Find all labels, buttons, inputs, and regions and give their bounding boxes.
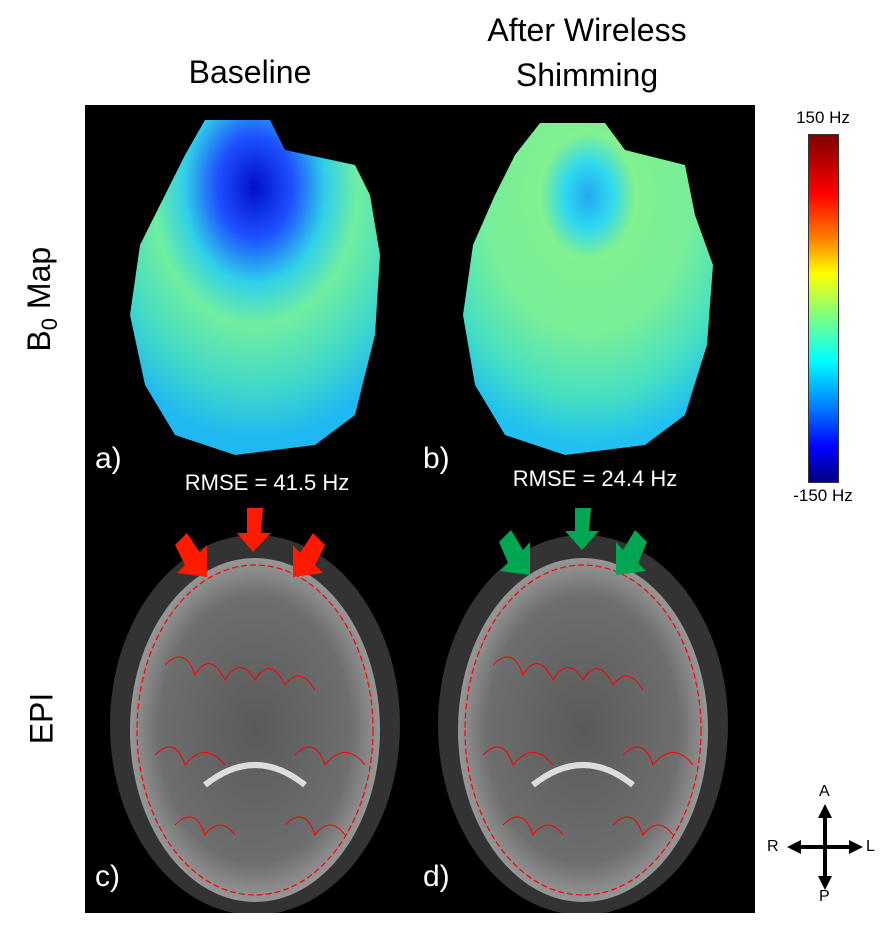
orientation-posterior: P: [819, 888, 830, 905]
colorbar-max-label: 150 Hz: [796, 108, 850, 127]
green-arrow-left: [499, 530, 530, 575]
column-header-after-line1: After Wireless: [487, 12, 687, 48]
epi-after: [438, 535, 728, 913]
b0-map-baseline: [130, 120, 380, 455]
orientation-anterior: A: [819, 783, 830, 800]
colorbar-min-label: -150 Hz: [793, 486, 853, 505]
panel-label-d: d): [423, 860, 450, 893]
panel-label-c: c): [95, 860, 120, 893]
orientation-right: R: [767, 838, 779, 855]
row-label-epi: EPI: [23, 692, 60, 745]
colorbar: [808, 134, 839, 483]
rmse-after: RMSE = 24.4 Hz: [512, 466, 678, 491]
orientation-left: L: [866, 838, 875, 855]
orientation-cross-icon: [787, 804, 863, 890]
red-arrow-center: [237, 508, 271, 552]
red-arrow-right: [293, 533, 325, 577]
green-arrow-right: [616, 530, 647, 575]
epi-baseline: [110, 535, 400, 913]
green-arrow-center: [565, 508, 599, 550]
row-label-b0-map: B0 Map: [20, 246, 63, 352]
panel-label-a: a): [95, 442, 122, 475]
column-header-baseline: Baseline: [188, 54, 312, 90]
rmse-baseline: RMSE = 41.5 Hz: [184, 470, 350, 495]
column-header-after-line2: Shimming: [515, 57, 659, 93]
red-arrow-left: [175, 533, 207, 577]
b0-map-after: [463, 123, 713, 455]
panel-label-b: b): [423, 442, 450, 475]
figure-panel: [85, 105, 755, 913]
